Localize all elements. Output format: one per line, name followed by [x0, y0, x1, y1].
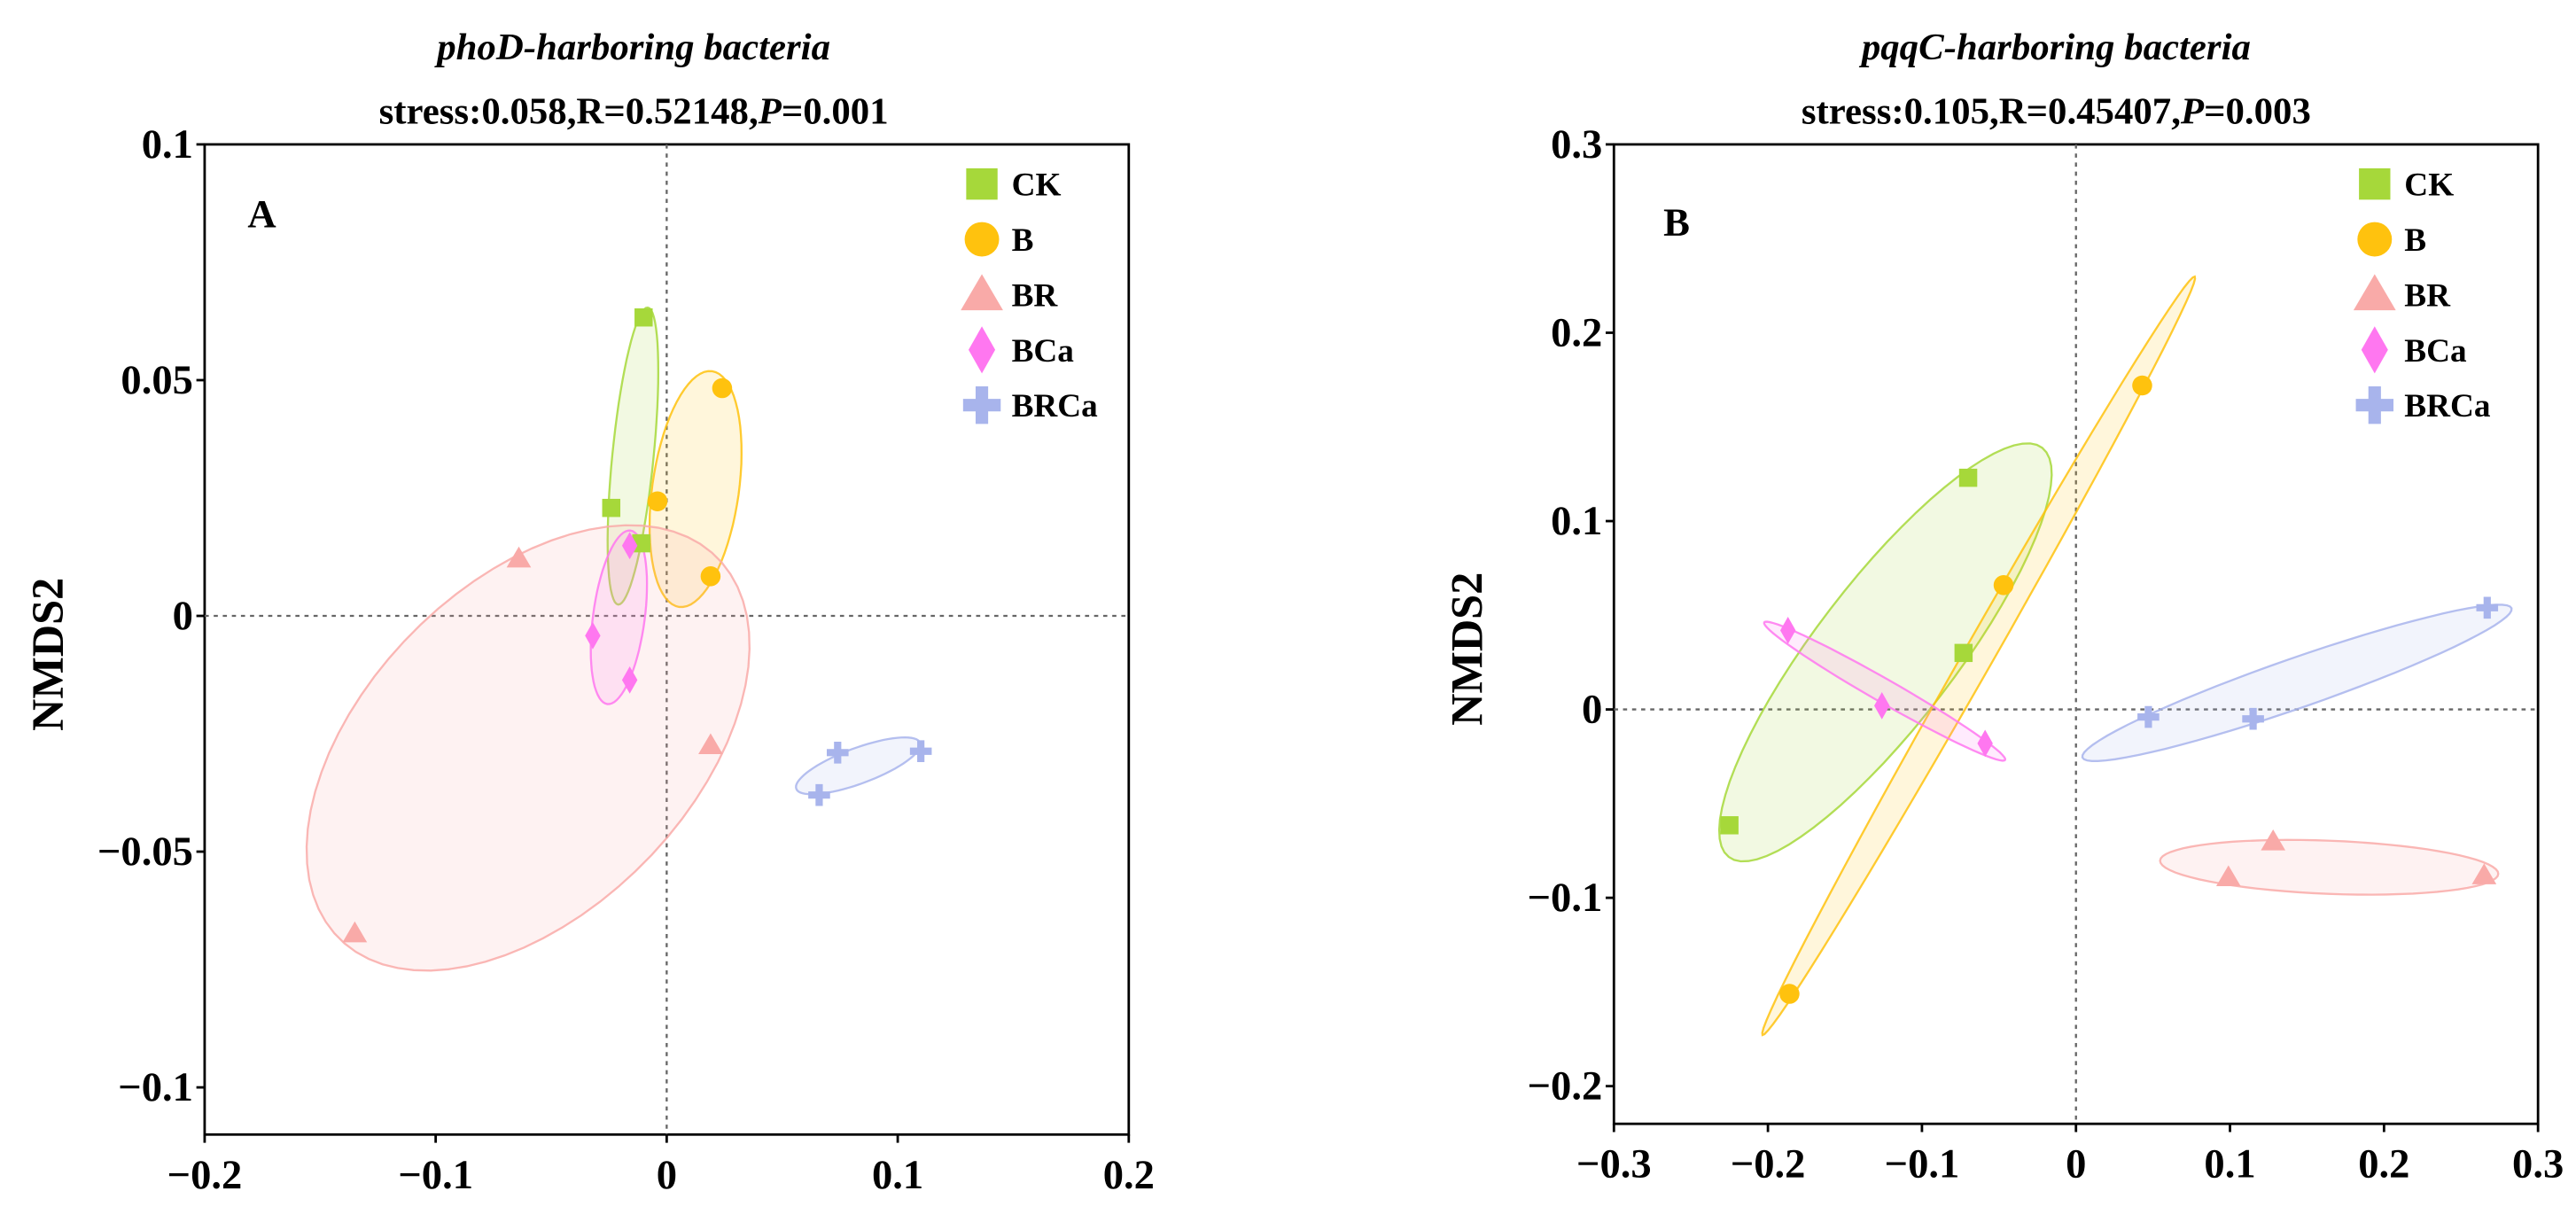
data-point-BR — [2215, 865, 2241, 887]
legend-label-CK: CK — [2404, 167, 2454, 204]
subtitle-stats: stress:0.105,R=0.45407, — [1802, 91, 2181, 133]
data-point-CK — [634, 307, 653, 327]
data-point-BR — [2471, 863, 2497, 884]
legend-marker-BRCa — [962, 385, 1001, 424]
subtitle-p-value: =0.001 — [782, 91, 889, 133]
x-tick-label: 0 — [2066, 1142, 2086, 1187]
data-point-BRCa — [2476, 596, 2499, 619]
legend-marker-BCa — [2361, 326, 2388, 374]
chart-subtitle: stress:0.105,R=0.45407,P=0.003 — [1802, 91, 2311, 133]
legend-marker-BR — [961, 274, 1003, 311]
confidence-ellipse-BR — [305, 524, 751, 972]
confidence-ellipse-BRCa — [795, 736, 922, 796]
data-point-BR — [506, 546, 532, 568]
legend-label-B: B — [2404, 222, 2426, 259]
data-point-B — [647, 491, 668, 511]
data-point-CK — [1958, 468, 1978, 487]
x-tick-label: 0.2 — [1103, 1153, 1155, 1198]
x-tick-label: 0.1 — [872, 1153, 923, 1198]
y-tick-label: 0 — [173, 594, 193, 639]
x-tick-label: −0.1 — [398, 1153, 473, 1198]
legend-marker-BCa — [969, 326, 996, 374]
y-tick-label: 0.05 — [121, 358, 192, 403]
data-point-B — [2132, 375, 2152, 396]
data-point-BCa — [621, 666, 638, 694]
data-point-BCa — [1779, 616, 1796, 644]
data-point-BRCa — [808, 783, 830, 806]
x-tick-label: −0.2 — [167, 1153, 243, 1198]
legend-marker-BR — [2353, 274, 2396, 311]
data-point-B — [700, 566, 721, 587]
data-point-CK — [1720, 816, 1739, 835]
data-point-CK — [602, 498, 621, 518]
y-axis-label: NMDS2 — [1442, 572, 1491, 726]
y-tick-label: 0.1 — [142, 122, 193, 167]
panel-label: A — [247, 191, 276, 236]
legend-marker-CK — [966, 167, 998, 200]
panel-label: B — [1663, 199, 1690, 244]
x-tick-label: −0.3 — [1576, 1142, 1652, 1187]
confidence-ellipse-BCa — [589, 529, 649, 705]
x-tick-label: 0.2 — [2358, 1142, 2409, 1187]
data-point-BRCa — [2137, 705, 2160, 728]
subtitle-p-value: =0.003 — [2204, 91, 2311, 133]
confidence-ellipse-CK — [606, 306, 660, 606]
legend-marker-BRCa — [2355, 385, 2394, 424]
legend-label-CK: CK — [1012, 167, 1062, 204]
legend-label-B: B — [1012, 222, 1034, 259]
data-point-B — [1993, 575, 2014, 595]
legend-label-BR: BR — [1012, 277, 1059, 314]
data-point-B — [1779, 984, 1800, 1004]
data-point-B — [712, 377, 733, 399]
subtitle-stats: stress:0.058,R=0.52148, — [379, 91, 759, 133]
confidence-ellipse-BR — [2159, 838, 2500, 896]
confidence-ellipse-BCa — [1763, 620, 2007, 762]
data-point-BRCa — [2242, 707, 2264, 730]
chart-title: phoD-harboring bacteria — [433, 27, 830, 68]
data-point-CK — [632, 533, 650, 553]
x-tick-label: −0.2 — [1731, 1142, 1806, 1187]
panel-B: pqqC-harboring bacteria stress:0.105,R=0.… — [1442, 27, 2564, 1187]
data-point-BR — [2261, 829, 2286, 851]
x-tick-label: 0.3 — [2512, 1142, 2564, 1187]
data-point-CK — [1954, 643, 1973, 663]
data-point-BR — [342, 921, 368, 943]
data-point-BCa — [1874, 691, 1890, 720]
y-tick-label: 0 — [1582, 687, 1602, 732]
legend-label-BRCa: BRCa — [1012, 388, 1099, 424]
y-tick-label: 0.2 — [1551, 310, 1602, 355]
x-tick-label: 0 — [657, 1153, 677, 1198]
chart-subtitle: stress:0.058,R=0.52148,P=0.001 — [379, 91, 889, 133]
confidence-ellipse-B — [1761, 275, 2197, 1037]
legend-marker-CK — [2359, 167, 2391, 200]
legend-label-BRCa: BRCa — [2404, 388, 2491, 424]
chart-title: pqqC-harboring bacteria — [1858, 27, 2251, 68]
data-point-BRCa — [826, 742, 849, 764]
y-tick-label: 0.1 — [1551, 499, 1602, 544]
confidence-ellipse-B — [648, 370, 743, 609]
legend-label-BCa: BCa — [2404, 333, 2467, 370]
subtitle-p-symbol: P — [2180, 91, 2205, 133]
legend-label-BCa: BCa — [1012, 333, 1075, 370]
y-axis-label: NMDS2 — [23, 578, 73, 731]
panel-A: phoD-harboring bacteria stress:0.058,R=0.… — [23, 27, 1155, 1198]
y-tick-label: −0.2 — [1528, 1064, 1603, 1109]
x-tick-label: −0.1 — [1885, 1142, 1960, 1187]
data-point-BR — [698, 733, 723, 755]
data-point-BCa — [585, 622, 601, 650]
confidence-ellipse-BRCa — [2081, 603, 2513, 762]
y-tick-label: −0.1 — [118, 1065, 193, 1110]
data-point-BRCa — [909, 740, 932, 763]
x-tick-label: 0.1 — [2204, 1142, 2255, 1187]
legend-marker-B — [2357, 222, 2393, 257]
y-tick-label: −0.1 — [1528, 876, 1603, 921]
y-tick-label: 0.3 — [1551, 122, 1602, 167]
subtitle-p-symbol: P — [758, 91, 782, 133]
legend-marker-B — [964, 222, 1000, 257]
y-tick-label: −0.05 — [97, 829, 193, 875]
legend-label-BR: BR — [2404, 277, 2451, 314]
